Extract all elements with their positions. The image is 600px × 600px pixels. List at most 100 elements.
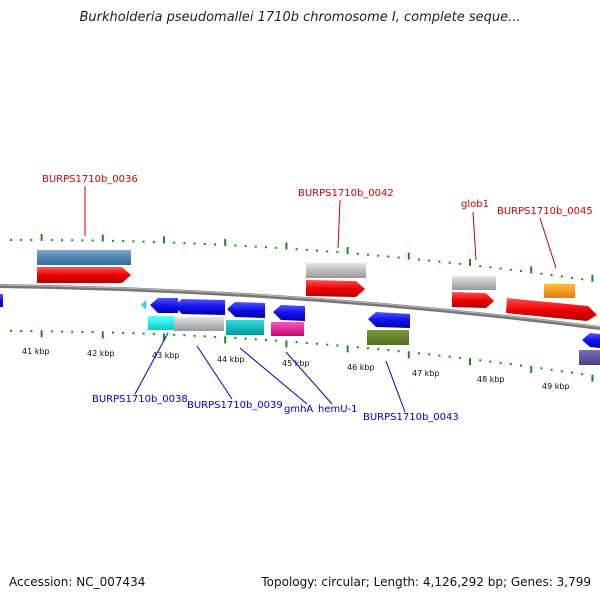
gene-right-blue-partial[interactable] [582, 333, 600, 348]
upper-tick [499, 267, 502, 270]
gene-blue-1[interactable] [150, 298, 178, 313]
kbp-label: 43 kbp [152, 351, 180, 360]
top-gene-label[interactable]: BURPS1710b_0045 [497, 206, 593, 217]
upper-tick [540, 272, 543, 275]
kbp-label: 49 kbp [542, 382, 570, 391]
gene-burps1710b-0043-olive[interactable] [367, 330, 409, 345]
gene-glob1-grey[interactable] [452, 276, 496, 290]
upper-tick [71, 239, 74, 242]
gene-0042-grey[interactable] [306, 263, 366, 278]
upper-tick [438, 260, 441, 263]
upper-tick [550, 274, 553, 277]
gene-burps1710b-0036[interactable] [37, 250, 131, 283]
upper-tick [203, 242, 206, 245]
upper-tick [418, 258, 420, 261]
upper-tick [295, 248, 298, 251]
top-gene-label[interactable]: BURPS1710b_0036 [42, 174, 138, 185]
lower-tick [163, 333, 165, 341]
lower-tick [122, 331, 125, 334]
lower-tick [407, 351, 410, 359]
lower-tick [254, 338, 257, 341]
bottom-gene-label[interactable]: BURPS1710b_0039 [187, 400, 283, 411]
gene-glob1-arrow[interactable] [452, 292, 494, 308]
gene-burps1710b-0039-grey[interactable] [174, 317, 224, 331]
lower-tick [479, 359, 482, 362]
upper-tick [81, 239, 84, 242]
upper-tick [458, 262, 461, 265]
upper-tick [234, 244, 237, 247]
gene-burps1710b-0043-arrow[interactable] [368, 312, 410, 328]
lower-tick [265, 338, 267, 341]
lower-tick [285, 340, 288, 348]
upper-tick [173, 241, 176, 244]
gene-right-purple-partial[interactable] [579, 350, 600, 365]
lower-tick [214, 335, 216, 338]
upper-tick [183, 242, 186, 245]
topology-text: Topology: circular; Length: 4,126,292 bp… [261, 575, 591, 589]
top-gene-label[interactable]: BURPS1710b_0042 [298, 188, 394, 199]
upper-tick [479, 265, 482, 268]
bottom-gene-label[interactable]: hemU-1 [318, 404, 358, 415]
lower-tick [418, 352, 420, 355]
gene-left-partial[interactable] [0, 294, 3, 307]
gene-0045-orange[interactable] [544, 284, 575, 298]
lower-tick-row [10, 330, 594, 382]
gene-0036-arrow[interactable] [37, 267, 131, 283]
upper-tick [163, 236, 165, 244]
lower-tick [50, 330, 53, 333]
bottom-gene-label[interactable]: gmhA [284, 404, 313, 415]
upper-tick [428, 259, 431, 262]
lower-tick [346, 345, 349, 353]
bottom-gene-label[interactable]: BURPS1710b_0038 [92, 394, 188, 405]
kbp-label: 41 kbp [22, 347, 50, 356]
upper-tick [214, 243, 216, 246]
lower-tick [509, 363, 512, 366]
kbp-label: 44 kbp [217, 355, 245, 364]
lower-tick [458, 356, 461, 359]
lower-tick [142, 332, 145, 335]
upper-tick [571, 276, 573, 279]
lower-tick [152, 332, 155, 335]
upper-tick [530, 266, 533, 274]
gene-glob1[interactable] [452, 276, 496, 308]
map-title: Burkholderia pseudomallei 1710b chromoso… [79, 10, 521, 25]
gene-0042-arrow[interactable] [306, 280, 365, 297]
gene-burps1710b-0045[interactable] [506, 284, 597, 321]
bottom-label-leader [239, 347, 308, 405]
upper-tick-row [10, 233, 594, 282]
gene-small-cyan-arrow[interactable] [141, 300, 146, 310]
gene-burps1710b-0038-cyan[interactable] [148, 316, 174, 330]
gene-gmha-teal[interactable] [226, 320, 264, 335]
lower-tick [10, 330, 12, 333]
gene-burps1710b-0042[interactable] [306, 263, 366, 297]
lower-tick [71, 330, 74, 333]
gene-0045-arrow[interactable] [506, 298, 597, 321]
kbp-label: 46 kbp [347, 363, 375, 372]
upper-tick [305, 248, 308, 251]
lower-tick [336, 344, 339, 347]
top-gene-label[interactable]: glob1 [461, 199, 489, 210]
upper-tick [254, 245, 257, 248]
upper-tick [336, 251, 339, 254]
lower-tick [183, 334, 186, 337]
lower-tick [91, 331, 94, 334]
lower-tick [499, 361, 502, 364]
gene-gmha-arrow[interactable] [227, 302, 265, 318]
gene-hemu-1-magenta[interactable] [271, 322, 304, 336]
upper-tick [489, 266, 492, 269]
lower-tick [193, 334, 196, 337]
gene-hemu-1-arrow[interactable] [273, 305, 305, 321]
upper-tick [265, 246, 267, 249]
upper-tick [367, 253, 369, 256]
gene-0036-steel[interactable] [37, 250, 131, 265]
upper-tick [377, 254, 380, 257]
bottom-gene-label[interactable]: BURPS1710b_0043 [363, 412, 459, 423]
upper-tick [469, 258, 471, 266]
lower-tick [316, 342, 318, 345]
upper-tick [356, 252, 359, 255]
upper-tick [142, 240, 145, 243]
upper-tick [591, 274, 594, 282]
lower-tick [30, 330, 33, 333]
gene-burps1710b-0038-arrow[interactable] [174, 299, 225, 315]
